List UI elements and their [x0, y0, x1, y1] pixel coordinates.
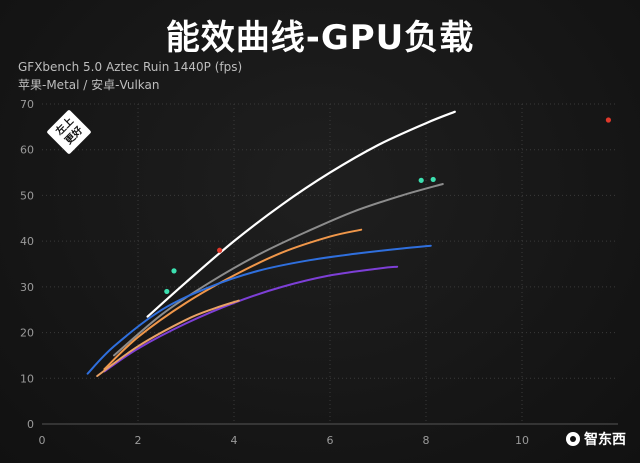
- watermark: 智东西: [566, 429, 626, 449]
- axis-layer: 0 10 20 30 40 50 60 70 0 2 4 6 8 10: [20, 98, 618, 447]
- scatter-point-4: [164, 288, 170, 295]
- y-tick-label: 10: [20, 372, 34, 385]
- series-line-5: [103, 265, 399, 373]
- scatter-point-6: [430, 176, 436, 183]
- watermark-text: 智东西: [584, 432, 626, 448]
- x-tick-label: 2: [135, 434, 142, 447]
- grid-layer: [42, 103, 618, 424]
- y-tick-label: 0: [27, 418, 34, 431]
- y-tick-label: 50: [20, 189, 34, 202]
- series-line-1: [146, 110, 456, 318]
- y-tick-label: 60: [20, 144, 34, 157]
- chart-subtitle-api: 苹果-Metal / 安卓-Vulkan: [18, 78, 160, 92]
- better-badge-shape: [47, 110, 91, 154]
- chart-title: 能效曲线-GPU负载: [165, 18, 475, 58]
- wechat-icon: [566, 432, 580, 446]
- scatter-point-3: [171, 268, 177, 274]
- chart-subtitle-benchmark: GFXbench 5.0 Aztec Ruin 1440P (fps): [18, 60, 243, 74]
- x-tick-label: 6: [327, 434, 334, 447]
- x-tick-label: 10: [515, 434, 529, 447]
- x-tick-label: 0: [39, 434, 46, 447]
- series-line-4: [86, 244, 432, 375]
- y-tick-label: 40: [20, 235, 34, 248]
- y-tick-label: 30: [20, 281, 34, 294]
- x-tick-label: 8: [423, 434, 430, 447]
- scatter-point-2: [605, 117, 612, 123]
- scatter-layer: [164, 117, 612, 295]
- y-tick-label: 70: [20, 98, 34, 111]
- scatter-point-1: [217, 247, 223, 253]
- series-layer: [86, 110, 456, 377]
- series-line-3: [103, 228, 363, 371]
- x-tick-label: 4: [231, 434, 238, 447]
- scatter-point-5: [418, 177, 424, 183]
- better-badge: 左上 更好: [47, 110, 91, 154]
- y-tick-label: 20: [20, 327, 34, 340]
- series-line-2: [113, 183, 444, 357]
- series-line-6: [96, 299, 240, 377]
